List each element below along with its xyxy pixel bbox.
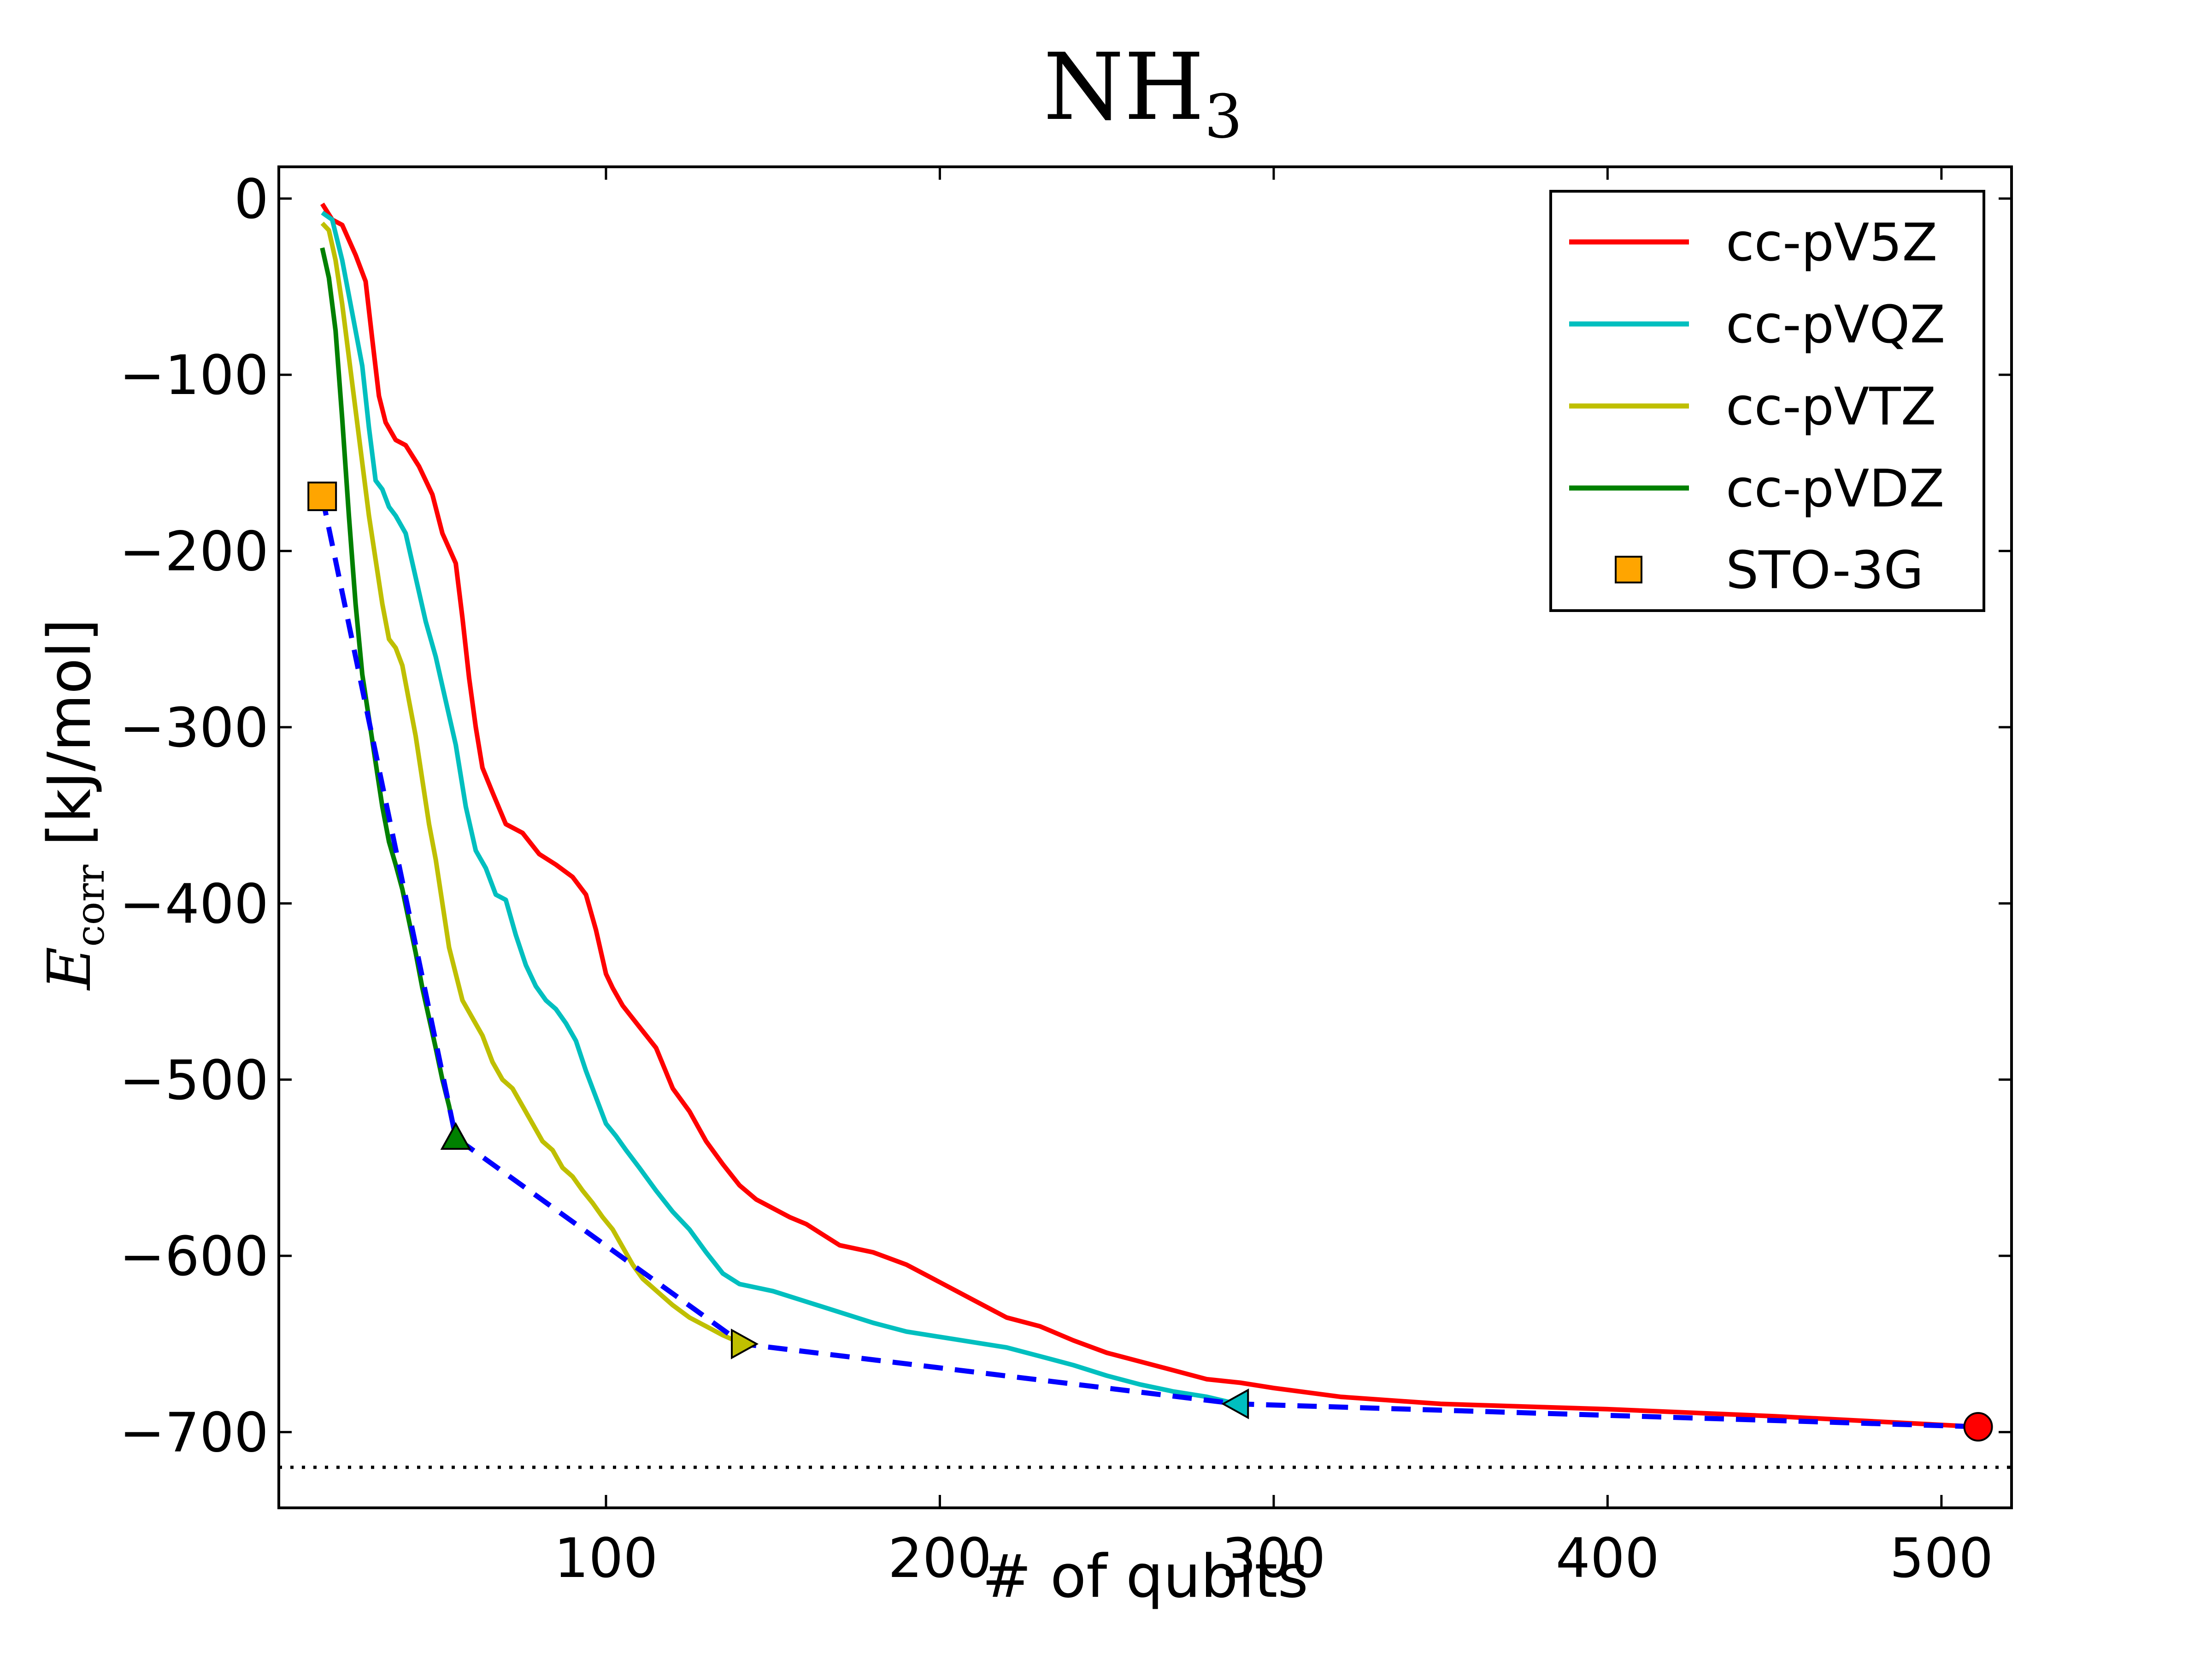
marker-cc-pvqz xyxy=(1221,1388,1249,1419)
marker-sto-3g xyxy=(307,482,337,512)
y-tick-label: −500 xyxy=(119,1048,269,1112)
y-tick-label: −300 xyxy=(119,696,269,759)
x-axis-label: # of qubits xyxy=(982,1542,1308,1611)
y-tick-label: −100 xyxy=(119,343,269,407)
y-axis-label-units: [kJ/mol] xyxy=(35,618,104,865)
marker-cc-pv5z xyxy=(1963,1412,1993,1442)
y-tick-label: −600 xyxy=(119,1224,269,1288)
plot-frame xyxy=(277,165,2013,1509)
legend-label-sto-3g: STO-3G xyxy=(1726,541,1924,600)
y-tick-label: −200 xyxy=(119,520,269,583)
legend-label-cc-pvtz: cc-pVTZ xyxy=(1726,377,1936,437)
x-tick-label: 200 xyxy=(888,1526,992,1590)
y-axis-label-symbol: E xyxy=(35,947,104,990)
marker-layer xyxy=(307,482,1993,1442)
legend: cc-pV5Z cc-pVQZ cc-pVTZ cc-pVDZ STO-3G xyxy=(1549,190,1985,612)
series-line-cc-pvqz xyxy=(321,211,1238,1406)
marker-cc-pvdz xyxy=(440,1122,471,1150)
legend-label-cc-pvdz: cc-pVDZ xyxy=(1726,459,1944,519)
series-line-cc-pv5z xyxy=(320,202,1978,1430)
tick-layer: 100 200 300 400 500 0 −100 −200 −300 −400 −500 −600… xyxy=(119,167,2012,1590)
chart-title-subscript: 3 xyxy=(1204,82,1242,152)
chart-title: NH3 xyxy=(1043,34,1242,152)
x-tick-label: 300 xyxy=(1222,1526,1325,1590)
series-line-cc-pvdz xyxy=(320,247,458,1139)
legend-marker-sto-3g xyxy=(1615,556,1642,583)
x-tick-label: 500 xyxy=(1889,1526,1993,1590)
chart-title-main: NH xyxy=(1043,34,1204,141)
legend-box xyxy=(1549,190,1985,612)
legend-label-cc-pv5z: cc-pV5Z xyxy=(1726,213,1937,273)
x-tick-label: 100 xyxy=(554,1526,658,1590)
legend-label-cc-pvqz: cc-pVQZ xyxy=(1726,295,1945,355)
y-tick-label: −400 xyxy=(119,872,269,935)
y-axis-label-subscript: corr xyxy=(68,865,113,947)
x-tick-label: 400 xyxy=(1556,1526,1659,1590)
y-tick-label: −700 xyxy=(119,1401,269,1465)
y-tick-label: 0 xyxy=(234,167,269,231)
y-axis-label: Ecorr [kJ/mol] xyxy=(35,618,113,991)
marker-cc-pvtz xyxy=(731,1329,759,1359)
